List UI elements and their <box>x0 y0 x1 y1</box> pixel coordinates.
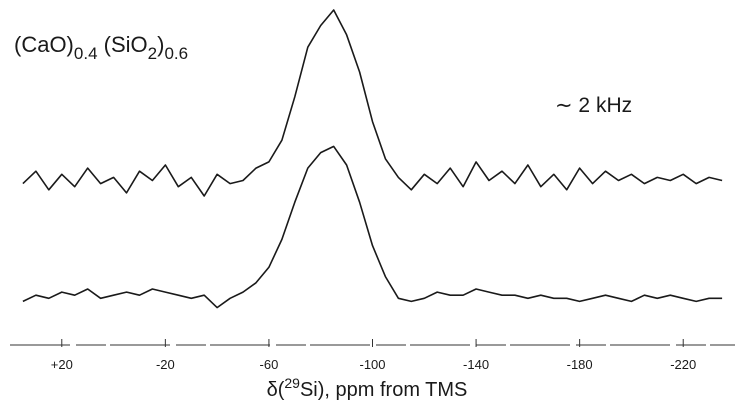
x-tick-label: +20 <box>51 357 73 372</box>
spectrum-line <box>22 9 723 197</box>
title-sub: 0.6 <box>164 44 188 63</box>
spectrum-line <box>22 145 723 309</box>
x-tick-label: -180 <box>567 357 593 372</box>
x-tick-label: -100 <box>359 357 385 372</box>
x-axis-label: δ(29Si), ppm from TMS <box>267 375 468 401</box>
x-tick-label: -60 <box>260 357 279 372</box>
chart-title: (CaO)0.4 (SiO2)0.6 <box>14 32 188 63</box>
title-part: ) <box>157 32 164 57</box>
title-part: (SiO <box>98 32 148 57</box>
title-sub: 2 <box>148 44 157 63</box>
xlabel-part: δ( <box>267 379 285 401</box>
xlabel-sup: 29 <box>284 375 300 391</box>
title-part: (CaO) <box>14 32 74 57</box>
annotation: ∼ 2 kHz <box>555 94 632 117</box>
x-tick-label: -140 <box>463 357 489 372</box>
x-tick-label: -220 <box>670 357 696 372</box>
xlabel-part: Si), ppm from TMS <box>300 379 467 401</box>
x-tick-label: -20 <box>156 357 175 372</box>
title-sub: 0.4 <box>74 44 98 63</box>
